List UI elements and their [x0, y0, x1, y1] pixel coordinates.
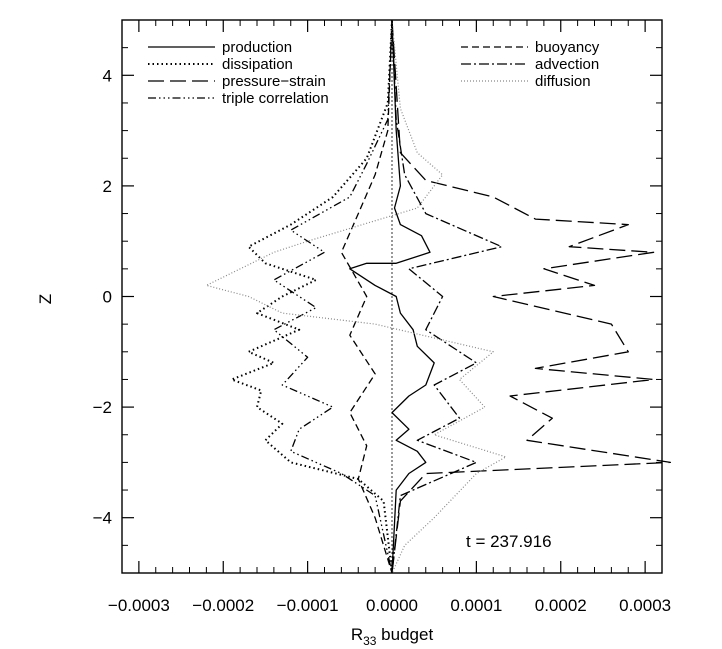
legend-label-triple-correlation: triple correlation — [222, 90, 329, 107]
x-tick-label: −0.0001 — [277, 596, 339, 615]
series-line-production — [349, 19, 435, 574]
series-line-triple-correlation — [273, 19, 393, 574]
x-axis-title-subscript: 33 — [363, 634, 377, 648]
legend-label-advection: advection — [535, 56, 599, 73]
y-tick-label: 2 — [103, 177, 112, 196]
legend-label-pressure-strain: pressure−strain — [222, 73, 326, 90]
legend-label-dissipation: dissipation — [222, 56, 293, 73]
x-axis-title-suffix: budget — [376, 625, 433, 644]
y-tick-label: 4 — [103, 66, 112, 85]
legend-label-production: production — [222, 39, 292, 56]
x-tick-label: 0.0002 — [535, 596, 587, 615]
x-axis-title-main: R — [351, 625, 363, 644]
series-line-advection — [391, 19, 503, 574]
y-axis-title: Z — [36, 294, 55, 304]
x-tick-label: 0.0003 — [619, 596, 671, 615]
legend-label-diffusion: diffusion — [535, 73, 591, 90]
y-tick-label: 0 — [103, 288, 112, 307]
legend: production dissipation pressure−strain t… — [148, 39, 600, 107]
x-tick-label: 0.0000 — [366, 596, 418, 615]
series-line-buoyancy — [340, 19, 393, 574]
series-line-dissipation — [230, 19, 393, 574]
x-tick-label: −0.0002 — [192, 596, 254, 615]
y-tick-label: −4 — [93, 509, 112, 528]
tick-layer: −0.0003 −0.0002 −0.0001 0.0000 0.0001 0.0002 0… — [93, 19, 671, 615]
y-tick-label: −2 — [93, 398, 112, 417]
series-line-pressure-strain — [391, 19, 672, 574]
time-annotation: t = 237.916 — [466, 532, 552, 551]
x-axis-title: R33 budget — [351, 625, 434, 648]
x-tick-label: −0.0003 — [108, 596, 170, 615]
series-layer — [205, 19, 672, 574]
legend-label-buoyancy: buoyancy — [535, 39, 600, 56]
series-line-diffusion — [205, 19, 507, 574]
x-tick-label: 0.0001 — [450, 596, 502, 615]
